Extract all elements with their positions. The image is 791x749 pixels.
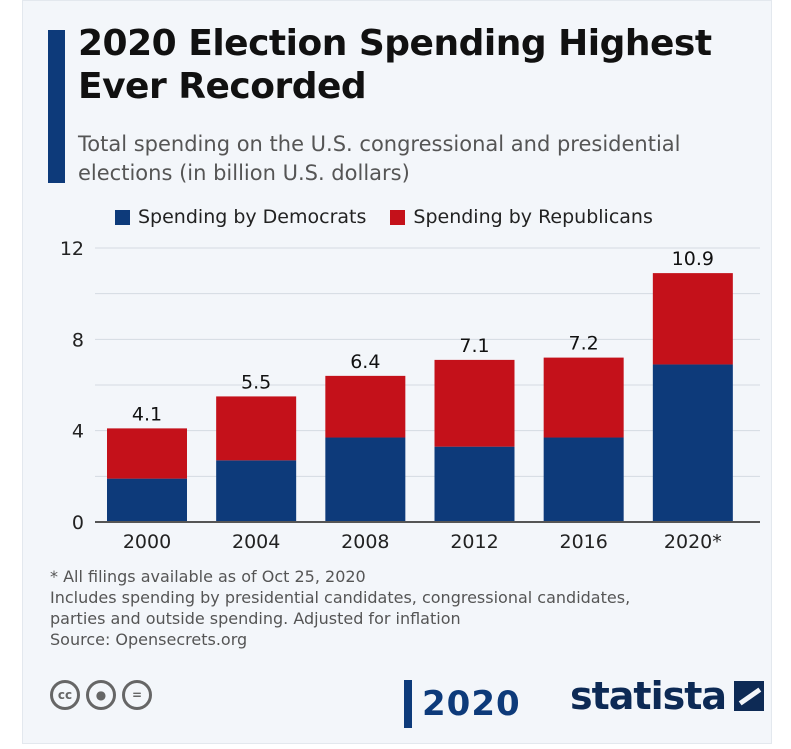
bar-republicans — [543, 357, 624, 438]
chart-subtitle: Total spending on the U.S. congressional… — [78, 132, 681, 185]
x-tick-label: 2000 — [123, 531, 171, 553]
source: Source: Opensecrets.org — [50, 630, 248, 649]
total-label: 7.2 — [569, 333, 599, 355]
bar-republicans — [216, 396, 297, 461]
brand-name: statista — [570, 674, 727, 718]
chart-title: 2020 Election Spending Highest Ever Reco… — [78, 23, 712, 107]
total-label: 7.1 — [459, 335, 489, 357]
legend-label: Spending by Republicans — [413, 206, 653, 228]
chart-notes: * All filings available as of Oct 25, 20… — [50, 566, 630, 650]
license-icons: cc ● = — [50, 680, 152, 710]
note-line: Includes spending by presidential candid… — [50, 588, 631, 607]
total-label: 10.9 — [672, 248, 714, 270]
legend-label: Spending by Democrats — [138, 206, 367, 228]
legend-item-democrats: Spending by Democrats — [115, 206, 366, 228]
y-tick-label: 12 — [60, 238, 84, 260]
infographic-card — [22, 0, 772, 744]
logo-bar — [404, 680, 412, 728]
bar-republicans — [652, 273, 733, 365]
y-tick-label: 4 — [72, 421, 84, 443]
total-label: 5.5 — [241, 371, 271, 393]
statista-mark-icon — [734, 681, 765, 711]
total-label: 6.4 — [350, 351, 380, 373]
bar-republicans — [325, 375, 406, 438]
y-tick-label: 0 — [72, 512, 84, 534]
bar-democrats — [325, 437, 406, 522]
logo-2020-text: 2020 — [422, 684, 521, 724]
bar-democrats — [107, 478, 187, 522]
x-tick-label: 2020* — [664, 531, 722, 553]
x-tick-label: 2008 — [341, 531, 389, 553]
legend-item-republicans: Spending by Republicans — [390, 206, 653, 228]
x-tick-label: 2004 — [232, 531, 280, 553]
bar-republicans — [107, 428, 187, 479]
attribution-icon[interactable]: ● — [86, 680, 116, 710]
bar-democrats — [434, 446, 515, 522]
legend-swatch-democrats — [115, 209, 130, 225]
total-label: 4.1 — [132, 403, 162, 425]
cc-icon[interactable]: cc — [50, 680, 80, 710]
accent-bar — [48, 30, 65, 183]
legend-swatch-republicans — [390, 209, 406, 225]
logo-2020: 2020 — [404, 680, 521, 728]
statista-logo[interactable]: statista — [570, 674, 765, 718]
bar-republicans — [434, 359, 515, 447]
x-tick-label: 2016 — [559, 531, 607, 553]
bar-democrats — [543, 437, 624, 522]
note-line: parties and outside spending. Adjusted f… — [50, 609, 461, 628]
no-derivatives-icon[interactable]: = — [122, 680, 152, 710]
footnote: * All filings available as of Oct 25, 20… — [50, 567, 366, 586]
bar-democrats — [216, 460, 297, 522]
bar-democrats — [652, 364, 733, 522]
y-tick-label: 8 — [72, 329, 84, 351]
x-tick-label: 2012 — [450, 531, 498, 553]
bar-chart: 0 4 8 12 4.1 2000 5.5 2004 6.4 2008 7.1 2012 7.2 2016… — [60, 238, 760, 553]
legend: Spending by Democrats Spending by Republ… — [115, 206, 653, 228]
